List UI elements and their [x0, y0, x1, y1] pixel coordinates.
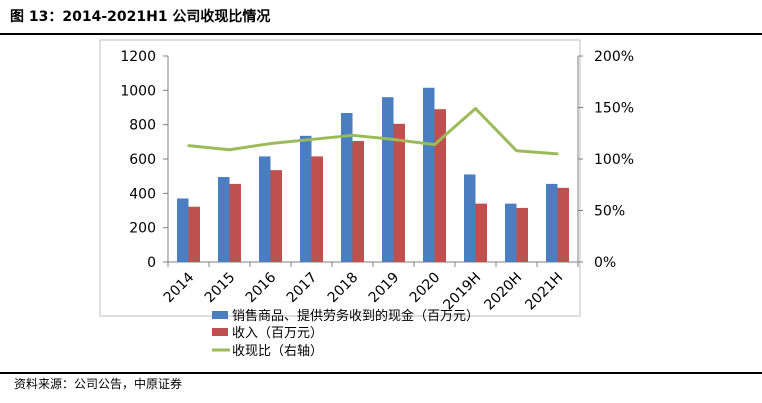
y-left-tick-label: 600 [129, 152, 156, 168]
bar-revenue [557, 187, 569, 262]
y-left-tick-label: 1000 [120, 83, 156, 99]
ratio-line [188, 107, 558, 156]
y-right-tick-label: 100% [594, 152, 634, 168]
combo-chart: 0 200 400 600 800 1000 1200 0% 50% 100% 150% 200% 20… [99, 39, 634, 359]
bar-revenue [434, 109, 446, 262]
ratio-point [351, 134, 354, 137]
x-tick-label: 2018 [325, 270, 362, 307]
ratio-point [269, 142, 272, 145]
legend-label-cash: 销售商品、提供劳务收到的现金（百万元） [232, 308, 479, 324]
bar-revenue [516, 207, 528, 262]
x-tick-label: 2016 [243, 269, 280, 306]
ratio-point [392, 138, 395, 141]
y-right-tick-label: 0% [594, 255, 616, 271]
bottom-rule [0, 372, 762, 374]
x-tick-label: 2019 [366, 270, 403, 307]
y-right-tick-label: 200% [594, 49, 634, 65]
bar-cash-received [300, 135, 312, 262]
bar-cash-received [218, 177, 230, 262]
ratio-point [474, 107, 477, 110]
ratio-point [515, 149, 518, 152]
bar-revenue [229, 183, 241, 262]
bar-cash-received [546, 183, 558, 262]
bar-cash-received [341, 112, 353, 262]
y-left-tick-label: 200 [129, 221, 156, 237]
bar-cash-received [259, 156, 271, 262]
legend: 销售商品、提供劳务收到的现金（百万元） 收入（百万元） 收现比（右轴） [212, 308, 479, 359]
x-tick-label: 2014 [161, 269, 198, 306]
y-left-tick-label: 1200 [120, 49, 156, 65]
bar-revenue [270, 170, 282, 262]
y-right-tick-label: 50% [594, 204, 625, 220]
ratio-point [310, 138, 313, 141]
bar-cash-received [423, 87, 435, 262]
x-tick-label: 2020 [407, 270, 444, 307]
y-right-tick-label: 150% [594, 101, 634, 117]
x-tick-label: 2020H [481, 270, 525, 314]
y-left-tick-label: 800 [129, 118, 156, 134]
x-tick-label: 2015 [202, 270, 239, 307]
y-left-tick-label: 0 [147, 255, 156, 271]
bar-cash-received [464, 174, 476, 262]
bar-revenue [311, 156, 323, 262]
source-note: 资料来源：公司公告，中原证券 [14, 377, 183, 391]
bar-revenue [475, 203, 487, 262]
ratio-point [228, 148, 231, 151]
bar-revenue [393, 123, 405, 262]
top-rule [0, 33, 762, 35]
ratio-point [433, 143, 436, 146]
bar-cash-received [382, 97, 394, 262]
x-tick-label: 2017 [284, 270, 321, 307]
legend-swatch-cash [212, 311, 228, 319]
legend-label-ratio: 收现比（右轴） [232, 344, 323, 359]
y-left-tick-label: 400 [129, 186, 156, 202]
bar-revenue [188, 206, 200, 262]
bar-cash-received [177, 198, 189, 262]
figure-title: 图 13：2014-2021H1 公司收现比情况 [10, 9, 271, 25]
legend-swatch-revenue [212, 328, 228, 336]
bar-revenue [352, 140, 364, 262]
x-tick-label: 2021H [522, 270, 566, 314]
ratio-point [187, 144, 190, 147]
x-tick-label: 2019H [440, 270, 484, 314]
ratio-point [556, 152, 559, 156]
legend-label-revenue: 收入（百万元） [232, 326, 323, 341]
plot-border [99, 39, 581, 317]
bar-cash-received [505, 203, 517, 262]
